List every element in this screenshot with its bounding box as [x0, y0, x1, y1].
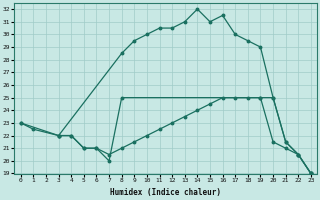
X-axis label: Humidex (Indice chaleur): Humidex (Indice chaleur)	[110, 188, 221, 197]
